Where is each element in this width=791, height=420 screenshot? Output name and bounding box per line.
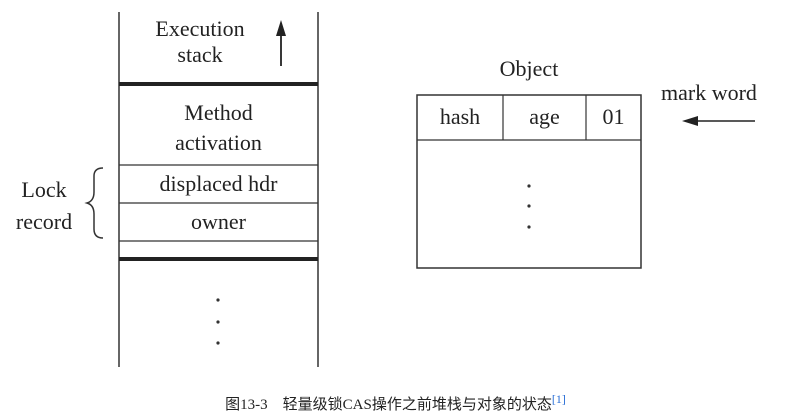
mark-word-label: mark word <box>661 80 757 105</box>
figure-caption: 图13-3 轻量级锁CAS操作之前堆栈与对象的状态[1] <box>0 392 791 415</box>
execution-stack-label: Execution stack <box>155 16 245 67</box>
up-arrow-icon <box>276 20 286 36</box>
stack-dot <box>216 298 220 302</box>
displaced-hdr-label: displaced hdr <box>159 171 278 196</box>
object-title: Object <box>499 56 559 81</box>
left-arrow-icon <box>682 116 698 126</box>
object-dot <box>527 184 531 188</box>
stack-dot <box>216 341 220 345</box>
method-activation-label: Method activation <box>175 100 262 155</box>
lock-record-brace <box>84 167 104 239</box>
object-dot <box>527 204 531 208</box>
age-cell: age <box>529 104 560 129</box>
owner-label: owner <box>191 209 246 234</box>
object-box <box>416 94 642 269</box>
caption-text: 图13-3 轻量级锁CAS操作之前堆栈与对象的状态 <box>225 397 552 413</box>
object-dot <box>527 225 531 229</box>
lock-bits-cell: 01 <box>602 104 625 129</box>
lock-record-label: Lock record <box>15 177 73 234</box>
stack-dot <box>216 320 220 324</box>
caption-reference[interactable]: [1] <box>551 392 566 406</box>
hash-cell: hash <box>439 104 481 129</box>
